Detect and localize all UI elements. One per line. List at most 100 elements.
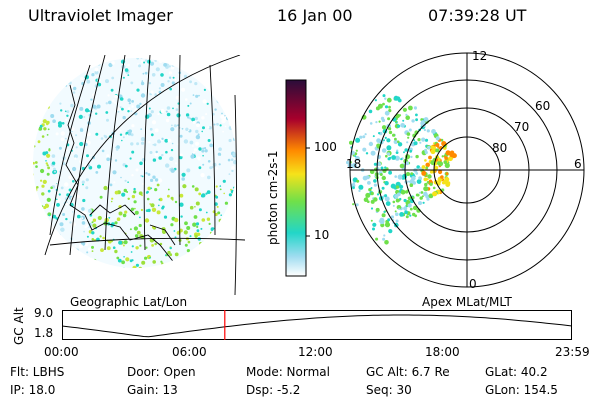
emission-dot [365,192,371,198]
emission-dot [422,201,425,204]
emission-dot [218,224,222,228]
emission-dot [162,58,167,61]
emission-dot [154,152,159,157]
time-tick-1800: 18:00 [425,345,460,359]
emission-dot [202,261,206,265]
emission-dot [381,213,386,218]
emission-dot [230,231,234,235]
emission-dot [113,181,116,184]
emission-dot [74,157,77,160]
emission-dot [53,238,57,243]
lat-label-70: 70 [514,120,529,134]
emission-dot [393,95,399,101]
emission-dot [67,77,71,80]
emission-dot [37,140,41,144]
emission-dot [118,240,123,245]
emission-dot [224,257,227,260]
emission-dot [119,129,122,132]
emission-dot [435,148,440,153]
altitude-ytick-bottom: 1.8 [34,326,54,340]
emission-dot [70,103,74,108]
emission-dot [33,146,34,152]
emission-dot [230,224,234,227]
emission-dot [449,152,455,158]
emission-dot [232,215,237,220]
emission-dot [110,88,114,92]
emission-dot [196,123,200,128]
emission-dot [56,72,60,76]
emission-dot [33,172,34,177]
emission-dot [55,217,58,220]
emission-dot [208,222,211,225]
emission-dot [60,131,65,136]
emission-dot [73,86,77,91]
emission-dot [72,166,77,172]
emission-dot [415,113,418,117]
emission-dot [41,257,43,259]
emission-dot [409,207,413,211]
emission-dot [119,133,123,136]
mlt-label-18: 18 [346,157,361,171]
emission-dot [148,141,151,144]
emission-dot [230,80,234,84]
emission-dot [200,173,205,178]
emission-dot [152,143,155,146]
emission-dot [198,192,202,196]
emission-dot [65,118,68,121]
emission-dot [444,177,450,182]
emission-dot [228,122,231,125]
emission-dot [34,161,38,164]
emission-dot [101,149,105,153]
emission-dot [184,58,188,62]
emission-dot [416,193,420,197]
emission-dot [146,197,150,201]
emission-dot [154,188,158,192]
emission-dot [386,138,391,143]
emission-dot [116,217,121,221]
emission-dot [185,113,190,117]
emission-dot [202,99,207,104]
emission-dot [72,91,76,94]
emission-dot [229,104,233,108]
emission-dot [127,63,130,67]
emission-dot [381,186,385,190]
emission-dot [198,94,200,97]
emission-dot [151,120,157,125]
emission-dot [206,190,211,195]
emission-dot [224,201,228,205]
emission-dot [207,175,211,180]
emission-dot [236,65,237,70]
emission-dot [199,242,203,246]
emission-dot [139,244,142,247]
emission-dot [145,172,148,175]
emission-dot [412,205,418,211]
emission-dot [395,219,399,223]
emission-dot [43,83,47,86]
emission-dot [57,198,60,201]
emission-dot [33,62,36,67]
emission-dot [178,266,183,268]
emission-dot [80,77,84,81]
emission-dot [89,260,93,264]
lat-label-80: 80 [492,141,507,155]
emission-dot [385,154,388,158]
emission-dot [51,161,56,165]
emission-dot [208,253,213,258]
emission-dot [392,204,395,207]
emission-dot [114,249,118,254]
emission-dot [44,243,47,246]
emission-dot [379,218,385,225]
emission-dot [177,124,180,127]
emission-dot [166,112,171,117]
emission-dot [183,139,189,144]
emission-dot [57,75,60,79]
emission-dot [227,235,231,240]
emission-dot [150,203,155,208]
emission-dot [217,71,221,75]
emission-dot [171,142,174,145]
emission-dot [414,214,417,218]
emission-dot [40,168,45,174]
emission-dot [163,63,168,67]
emission-dot [108,100,112,105]
emission-dot [203,88,206,91]
